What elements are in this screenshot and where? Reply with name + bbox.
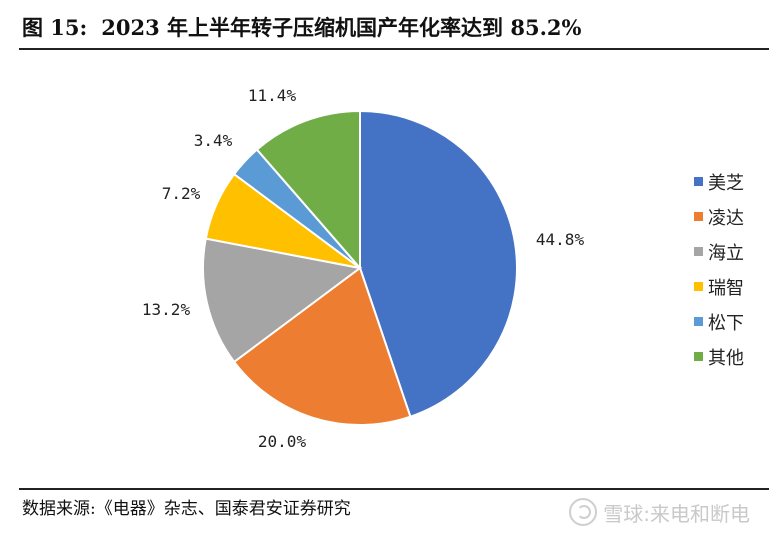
legend-item-松下: 松下: [694, 313, 744, 334]
legend-item-凌达: 凌达: [694, 208, 744, 229]
legend-label-凌达: 凌达: [708, 208, 744, 229]
data-label-其他: 11.4%: [248, 86, 297, 105]
legend-swatch-海立: [694, 247, 703, 256]
pie-chart: 44.8% 20.0% 13.2% 7.2% 3.4% 11.4% 美芝凌达海立瑞智松下其…: [142, 86, 744, 451]
pie-slice-其他: [255, 109, 361, 271]
legend-label-其他: 其他: [708, 348, 744, 369]
data-label-松下: 3.4%: [194, 131, 233, 150]
data-label-瑞智: 7.2%: [162, 184, 201, 203]
legend-label-瑞智: 瑞智: [708, 278, 744, 299]
pie-slices: [201, 109, 518, 426]
data-label-海立: 13.2%: [142, 300, 191, 319]
legend-item-海立: 海立: [694, 243, 744, 264]
legend-label-海立: 海立: [708, 243, 744, 264]
watermark: 雪球:来电和断电: [569, 498, 750, 527]
legend-swatch-美芝: [694, 177, 703, 186]
legend-swatch-凌达: [694, 212, 703, 221]
snowball-logo-icon: [569, 498, 598, 526]
legend-item-美芝: 美芝: [694, 173, 744, 194]
legend-swatch-其他: [694, 352, 703, 361]
legend-swatch-松下: [694, 317, 703, 326]
pie-slice-美芝: [359, 109, 518, 418]
source-note: 数据来源:《电器》杂志、国泰君安证券研究: [22, 499, 351, 519]
pie-slice-凌达: [232, 266, 412, 426]
figure-number: 图 15:: [22, 15, 88, 40]
data-label-美芝: 44.8%: [536, 230, 585, 249]
pie-slice-海立: [201, 237, 363, 364]
chart-title: 图 15: 2023 年上半年转子压缩机国产年化率达到 85.2%: [22, 12, 581, 42]
data-labels: 44.8% 20.0% 13.2% 7.2% 3.4% 11.4%: [142, 86, 585, 451]
legend-label-美芝: 美芝: [708, 173, 744, 194]
figure-title-text: 2023 年上半年转子压缩机国产年化率达到 85.2%: [101, 15, 582, 40]
watermark-text: 雪球:来电和断电: [603, 502, 750, 526]
data-label-凌达: 20.0%: [258, 432, 307, 451]
legend-item-瑞智: 瑞智: [694, 278, 744, 299]
legend-label-松下: 松下: [708, 313, 744, 334]
legend-item-其他: 其他: [694, 348, 744, 369]
title-divider: [19, 48, 769, 50]
source-divider: [19, 488, 769, 490]
legend-swatch-瑞智: [694, 282, 703, 291]
